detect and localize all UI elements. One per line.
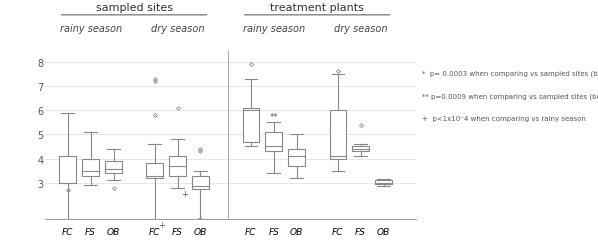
Text: treatment plants: treatment plants [270, 3, 364, 13]
Bar [105, 161, 122, 173]
Bar [288, 149, 305, 166]
Bar [192, 176, 209, 189]
Bar [59, 156, 76, 183]
Text: +: + [158, 220, 165, 229]
Bar [83, 159, 99, 176]
Text: rainy season: rainy season [60, 23, 121, 34]
Text: rainy season: rainy season [243, 23, 305, 34]
Text: sampled sites: sampled sites [96, 3, 173, 13]
Bar [329, 111, 346, 159]
Text: ** p=0.0009 when comparing vs sampled sites (both seasons): ** p=0.0009 when comparing vs sampled si… [422, 93, 598, 100]
Bar [243, 108, 259, 142]
Bar [266, 132, 282, 152]
Bar [376, 181, 392, 184]
Bar [352, 147, 369, 152]
Text: +  p<1x10⁻4 when comparing vs rainy season: + p<1x10⁻4 when comparing vs rainy seaso… [422, 116, 585, 122]
Text: **: ** [270, 113, 278, 121]
Text: *  p= 0.0003 when comparing vs sampled sites (both seasons): * p= 0.0003 when comparing vs sampled si… [422, 71, 598, 77]
Bar [147, 164, 163, 178]
Text: dry season: dry season [334, 23, 388, 34]
Bar [169, 156, 186, 176]
Text: +: + [181, 189, 188, 198]
Text: dry season: dry season [151, 23, 205, 34]
